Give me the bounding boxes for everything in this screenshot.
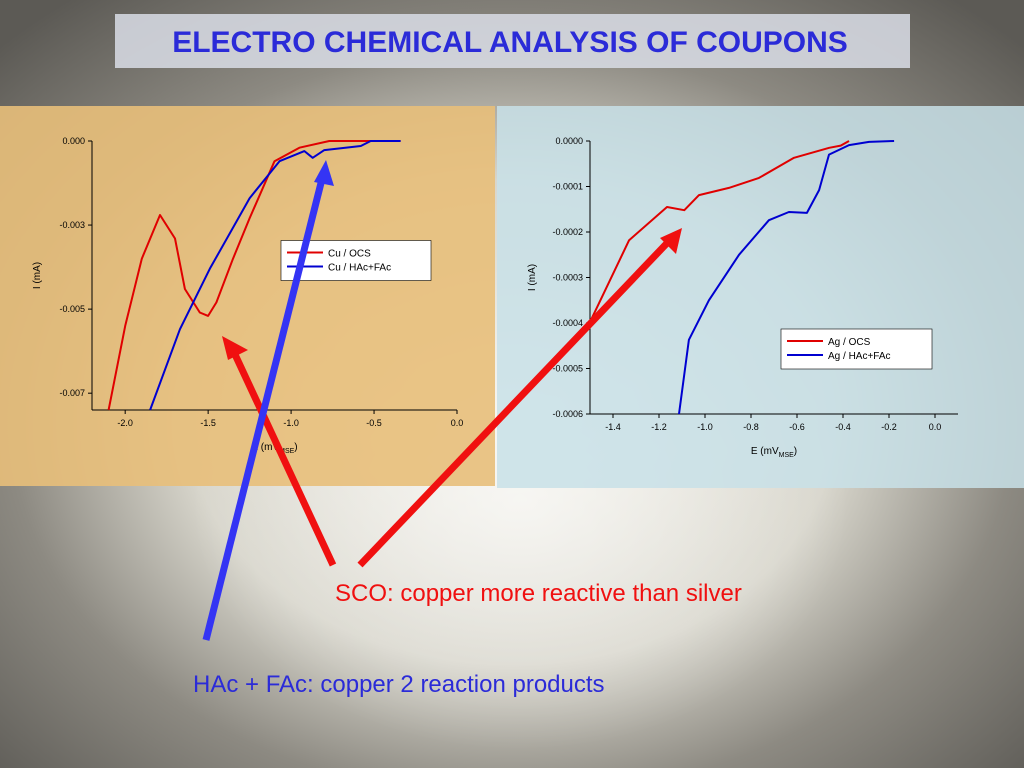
series-line <box>149 140 401 411</box>
y-tick-label: 0.0000 <box>555 136 583 146</box>
x-tick-label: -1.4 <box>605 422 621 432</box>
x-tick-label: -2.0 <box>117 418 133 428</box>
legend-label: Ag / HAc+FAc <box>828 351 891 362</box>
panel-left <box>0 106 495 486</box>
y-tick-label: -0.007 <box>59 388 85 398</box>
x-axis-label-part: MSE <box>779 452 795 459</box>
x-axis-label-part: ) <box>794 446 797 457</box>
annotation: HAc + FAc: copper 2 reaction products <box>193 671 605 698</box>
arrow <box>202 174 327 641</box>
arrow-head <box>660 228 682 254</box>
y-tick-label: -0.0004 <box>552 318 583 328</box>
y-tick-label: -0.0002 <box>552 227 583 237</box>
x-tick-label: -0.4 <box>835 422 851 432</box>
y-tick-label: -0.0003 <box>552 273 583 283</box>
title-box <box>115 14 910 68</box>
legend-label: Cu / HAc+FAc <box>328 263 391 274</box>
x-tick-label: -0.2 <box>881 422 897 432</box>
panel-right <box>497 106 1024 488</box>
slide-title: ELECTRO CHEMICAL ANALYSIS OF COUPONS <box>172 26 848 59</box>
y-tick-label: -0.003 <box>59 220 85 230</box>
y-axis-label: I (mA) <box>527 264 538 291</box>
x-tick-label: -1.0 <box>697 422 713 432</box>
x-tick-label: -1.5 <box>200 418 216 428</box>
arrow-head <box>314 160 334 186</box>
x-tick-label: -1.2 <box>651 422 667 432</box>
y-tick-label: -0.005 <box>59 304 85 314</box>
y-axis-label: I (mA) <box>32 262 43 289</box>
arrow <box>357 237 673 568</box>
x-axis-label: E (mVMSE) <box>751 446 797 459</box>
x-tick-label: 0.0 <box>929 422 942 432</box>
series-line <box>589 140 850 323</box>
x-tick-label: -0.6 <box>789 422 805 432</box>
series-line <box>107 140 401 411</box>
series-line <box>678 140 895 415</box>
legend-label: Cu / OCS <box>328 249 371 260</box>
annotation: SCO: copper more reactive than silver <box>335 580 742 607</box>
x-tick-label: -0.8 <box>743 422 759 432</box>
arrow <box>228 346 337 567</box>
x-axis-label-part: ) <box>294 442 297 453</box>
legend-box <box>780 328 933 370</box>
x-axis-label: E (mVMSE) <box>251 442 297 455</box>
charts: 0.000 -0.003 -0.005 -0.007 -2.0 -1.5 -1.0 -0.5 0… <box>32 136 958 459</box>
x-axis-label-part: MSE <box>279 448 295 455</box>
y-tick-label: -0.0005 <box>552 364 583 374</box>
x-tick-label: -1.0 <box>283 418 299 428</box>
arrow-head <box>222 336 248 360</box>
y-tick-label: -0.0001 <box>552 182 583 192</box>
x-axis-label-part: E (mV <box>751 446 779 457</box>
x-tick-label: 0.0 <box>451 418 464 428</box>
x-axis-label-part: E (mV <box>251 442 279 453</box>
x-tick-label: -0.5 <box>366 418 382 428</box>
y-tick-label: -0.0006 <box>552 409 583 419</box>
y-tick-label: 0.000 <box>62 136 85 146</box>
legend-label: Ag / OCS <box>828 337 871 348</box>
